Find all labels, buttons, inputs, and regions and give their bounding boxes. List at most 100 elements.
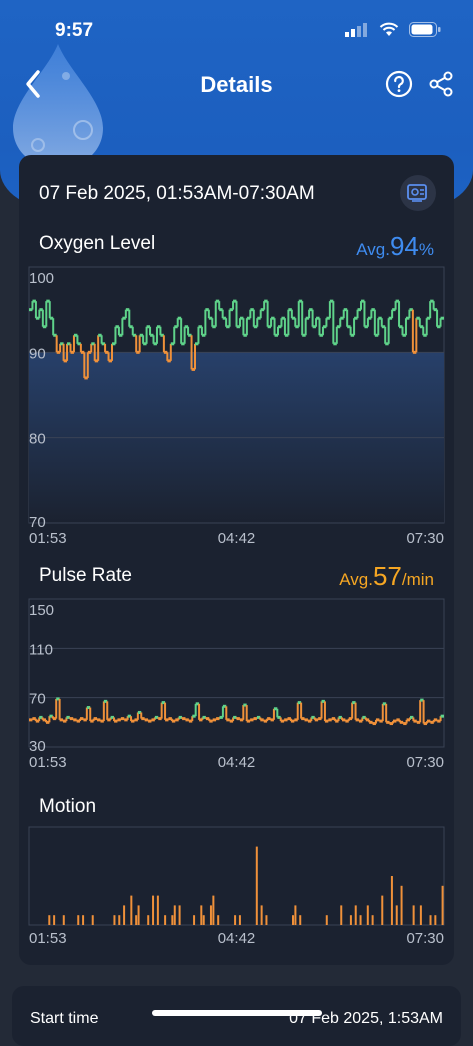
motion-bar	[340, 905, 343, 925]
motion-bar	[118, 915, 121, 925]
y-tick-label: 80	[29, 431, 46, 448]
oxygen-title: Oxygen Level	[39, 233, 156, 254]
pulse-avg-unit: /min	[401, 570, 434, 589]
motion-bar	[349, 915, 352, 925]
motion-bar	[147, 915, 150, 925]
back-button[interactable]	[20, 66, 50, 102]
motion-bar	[366, 905, 369, 925]
motion-bar	[171, 915, 174, 925]
motion-bar	[82, 915, 85, 925]
motion-bar	[156, 895, 159, 925]
help-circle-icon[interactable]	[385, 70, 413, 98]
motion-bar	[265, 915, 268, 925]
motion-bar	[202, 915, 205, 925]
status-bar: 9:57	[0, 0, 473, 60]
battery-icon	[409, 22, 441, 37]
x-tick-label: 01:53	[29, 530, 67, 547]
motion-bar	[325, 915, 328, 925]
y-tick-label: 90	[29, 345, 46, 362]
motion-bar	[381, 895, 384, 925]
motion-bar	[77, 915, 80, 925]
motion-bar	[53, 915, 56, 925]
pulse-title: Pulse Rate	[39, 565, 132, 586]
motion-bar	[412, 905, 415, 925]
x-tick-label: 07:30	[406, 754, 444, 771]
status-time: 9:57	[55, 20, 94, 41]
motion-bar	[173, 905, 176, 925]
motion-bar	[137, 905, 140, 925]
motion-bar	[255, 846, 258, 925]
share-icon[interactable]	[427, 70, 455, 98]
motion-bar	[395, 905, 398, 925]
motion-bar	[130, 895, 133, 925]
cellular-signal-icon	[345, 22, 367, 37]
x-tick-label: 04:42	[218, 754, 256, 771]
motion-bar	[441, 885, 444, 925]
chart-frame	[28, 826, 445, 926]
x-tick-label: 01:53	[29, 930, 67, 947]
motion-bar	[135, 915, 138, 925]
y-tick-label: 110	[29, 641, 53, 658]
start-time-label: Start time	[30, 1010, 99, 1027]
motion-bar	[238, 915, 241, 925]
motion-bar	[152, 895, 155, 925]
water-drop-icon	[13, 44, 103, 168]
x-tick-label: 04:42	[218, 930, 256, 947]
page-title: Details	[200, 72, 273, 97]
motion-title: Motion	[39, 796, 97, 817]
motion-bar	[178, 905, 181, 925]
motion-bar	[260, 905, 263, 925]
pulse-avg-prefix: Avg.	[339, 570, 373, 589]
y-tick-label: 30	[29, 738, 46, 755]
motion-bar	[299, 915, 302, 925]
motion-bar	[434, 915, 437, 925]
motion-bar	[234, 915, 237, 925]
motion-bar	[390, 876, 393, 925]
motion-bar	[359, 915, 362, 925]
motion-bar	[217, 915, 220, 925]
motion-bar	[291, 915, 294, 925]
date-range: 07 Feb 2025, 01:53AM-07:30AM	[39, 183, 315, 204]
motion-bar	[354, 905, 357, 925]
motion-bar	[419, 905, 422, 925]
y-tick-label: 70	[29, 691, 46, 708]
motion-bar	[429, 915, 432, 925]
motion-bar	[164, 915, 167, 925]
y-tick-label: 70	[29, 514, 46, 531]
card-header: 07 Feb 2025, 01:53AM-07:30AM	[19, 155, 454, 225]
wifi-icon	[379, 22, 399, 36]
oxygen-avg-unit: %	[418, 240, 434, 259]
y-tick-label: 100	[29, 270, 54, 287]
home-indicator	[152, 1010, 322, 1016]
motion-bar	[193, 915, 196, 925]
motion-bar	[209, 905, 212, 925]
oxygen-avg: Avg.94%	[356, 231, 434, 262]
details-card: Start time 07 Feb 2025, 1:53AM	[12, 986, 461, 1046]
sleep-details-card: 07 Feb 2025, 01:53AM-07:30AM Oxygen Leve…	[19, 155, 454, 965]
motion-bar	[113, 915, 116, 925]
motion-bar	[400, 885, 403, 925]
report-icon	[407, 184, 427, 202]
x-tick-label: 07:30	[406, 930, 444, 947]
x-tick-label: 04:42	[218, 530, 256, 547]
oxygen-avg-prefix: Avg.	[356, 240, 390, 259]
y-tick-label: 150	[29, 602, 54, 619]
motion-bar	[91, 915, 94, 925]
motion-bar	[123, 905, 126, 925]
oxygen-avg-value: 94	[389, 231, 419, 261]
chart-frame	[28, 598, 445, 748]
motion-bar	[371, 915, 374, 925]
motion-chart: 01:53 04:42 07:30	[28, 826, 445, 947]
x-tick-label: 07:30	[406, 530, 444, 547]
pulse-avg: Avg.57/min	[339, 561, 434, 592]
motion-bar	[48, 915, 51, 925]
motion-bar	[294, 905, 297, 925]
motion-bar	[62, 915, 65, 925]
pulse-avg-value: 57	[372, 561, 402, 591]
motion-bar	[200, 905, 203, 925]
start-time-value: 07 Feb 2025, 1:53AM	[289, 1010, 443, 1027]
x-tick-label: 01:53	[29, 754, 67, 771]
report-button[interactable]	[400, 175, 436, 211]
